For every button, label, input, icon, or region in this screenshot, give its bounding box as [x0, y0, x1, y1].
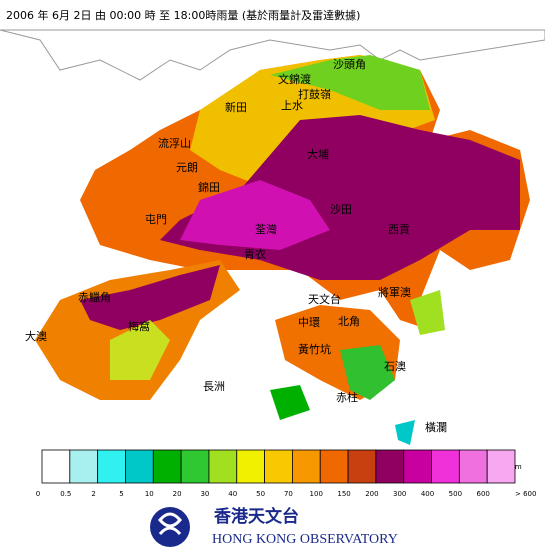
- hk-island-green: [340, 345, 395, 400]
- place-label: 大埔: [307, 147, 329, 161]
- place-label: 天文台: [308, 292, 341, 306]
- place-label: 元朗: [176, 161, 198, 174]
- place-label: 沙頭角: [333, 58, 366, 71]
- place-label: 大澳: [25, 329, 47, 343]
- legend-label: 600: [476, 490, 489, 498]
- legend-swatch: [236, 449, 265, 484]
- legend-label: 30: [200, 490, 209, 498]
- logo-chinese: 香港天文台: [214, 506, 299, 527]
- legend-label: 0.5: [60, 490, 71, 498]
- place-label: 文錦渡: [278, 72, 311, 86]
- map: [0, 29, 545, 445]
- legend-swatch: [347, 449, 377, 484]
- title: 2006 年 6月 2日 由 00:00 時 至 18:00時雨量 (基於雨量計…: [6, 8, 360, 22]
- logo-english: HONG KONG OBSERVATORY: [212, 532, 398, 547]
- legend-swatch: [486, 449, 516, 484]
- legend-label: 0: [36, 490, 40, 498]
- legend-label: 20: [173, 490, 182, 498]
- legend-swatch: [403, 449, 432, 484]
- place-label: 屯門: [145, 213, 167, 226]
- place-label: 將軍澳: [378, 285, 411, 299]
- place-label: 沙田: [330, 203, 352, 216]
- place-label: 青衣: [244, 247, 266, 261]
- legend-swatch: [180, 449, 210, 484]
- lantau-purple: [80, 265, 220, 330]
- clear-water-bay: [410, 290, 445, 335]
- place-label: 赤柱: [336, 390, 358, 404]
- legend-label: 70: [284, 490, 293, 498]
- place-label: 黃竹坑: [298, 342, 331, 356]
- legend-swatch: [97, 449, 126, 484]
- place-label: 長洲: [203, 380, 225, 393]
- waglan: [395, 420, 415, 445]
- place-label: 橫瀾: [425, 420, 447, 434]
- legend-swatch: [208, 449, 238, 484]
- legend-swatch: [152, 449, 182, 484]
- legend-label: 400: [421, 490, 434, 498]
- logo: 香港天文台 HONG KONG OBSERVATORY: [150, 506, 398, 547]
- legend-label: 300: [393, 490, 406, 498]
- legend-label: 40: [228, 490, 237, 498]
- place-label: 流浮山: [158, 136, 191, 150]
- place-label: 梅窩: [128, 319, 150, 333]
- zone-green: [270, 55, 430, 110]
- logo-swirl: [158, 512, 182, 536]
- legend-label: 150: [337, 490, 350, 498]
- place-label: 上水: [281, 99, 303, 112]
- legend-swatch: [292, 449, 321, 484]
- legend-label: 200: [365, 490, 378, 498]
- place-label: 荃灣: [255, 222, 277, 236]
- place-label: 錦田: [198, 180, 220, 194]
- mainland-coast: [0, 29, 545, 81]
- place-label: 赤鱲角: [78, 291, 111, 304]
- legend-swatch: [431, 449, 460, 484]
- legend-swatch: [69, 449, 99, 484]
- legend-label: 50: [256, 490, 265, 498]
- place-label: 西貢: [388, 223, 410, 236]
- lantau-green: [110, 320, 170, 380]
- place-label: 北角: [338, 315, 360, 328]
- legend-label: 10: [145, 490, 154, 498]
- legend-swatch: [264, 449, 293, 484]
- legend-label: 500: [449, 490, 462, 498]
- legend-swatch: [458, 449, 488, 484]
- zone-magenta: [180, 180, 330, 250]
- place-label: 中環: [298, 316, 320, 329]
- legend-label: 5: [119, 490, 123, 498]
- legend-label: 100: [310, 490, 323, 498]
- place-label: 新田: [225, 100, 247, 114]
- lamma: [270, 385, 310, 420]
- legend-swatch: [319, 449, 349, 484]
- legend-label: 2: [91, 490, 95, 498]
- place-label: 打鼓嶺: [298, 87, 331, 101]
- legend-label: > 600: [515, 490, 536, 498]
- legend-swatch: [375, 449, 405, 484]
- legend-swatch: [125, 449, 154, 484]
- legend: mm 00.5251020304050701001502003004005006…: [36, 449, 536, 498]
- place-label: 石澳: [384, 360, 406, 373]
- legend-swatch: [41, 449, 71, 484]
